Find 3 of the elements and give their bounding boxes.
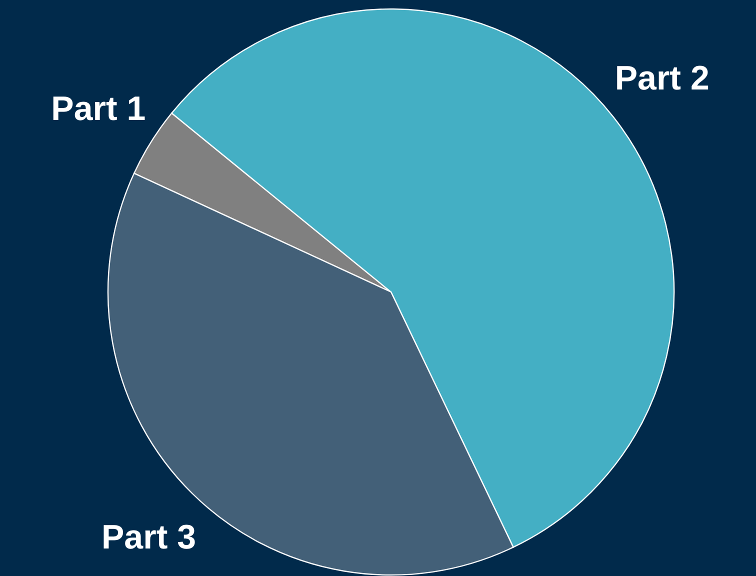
slice-label: Part 1 (51, 90, 146, 128)
slice-label: Part 2 (614, 60, 710, 98)
slice-label: Part 3 (102, 518, 196, 557)
